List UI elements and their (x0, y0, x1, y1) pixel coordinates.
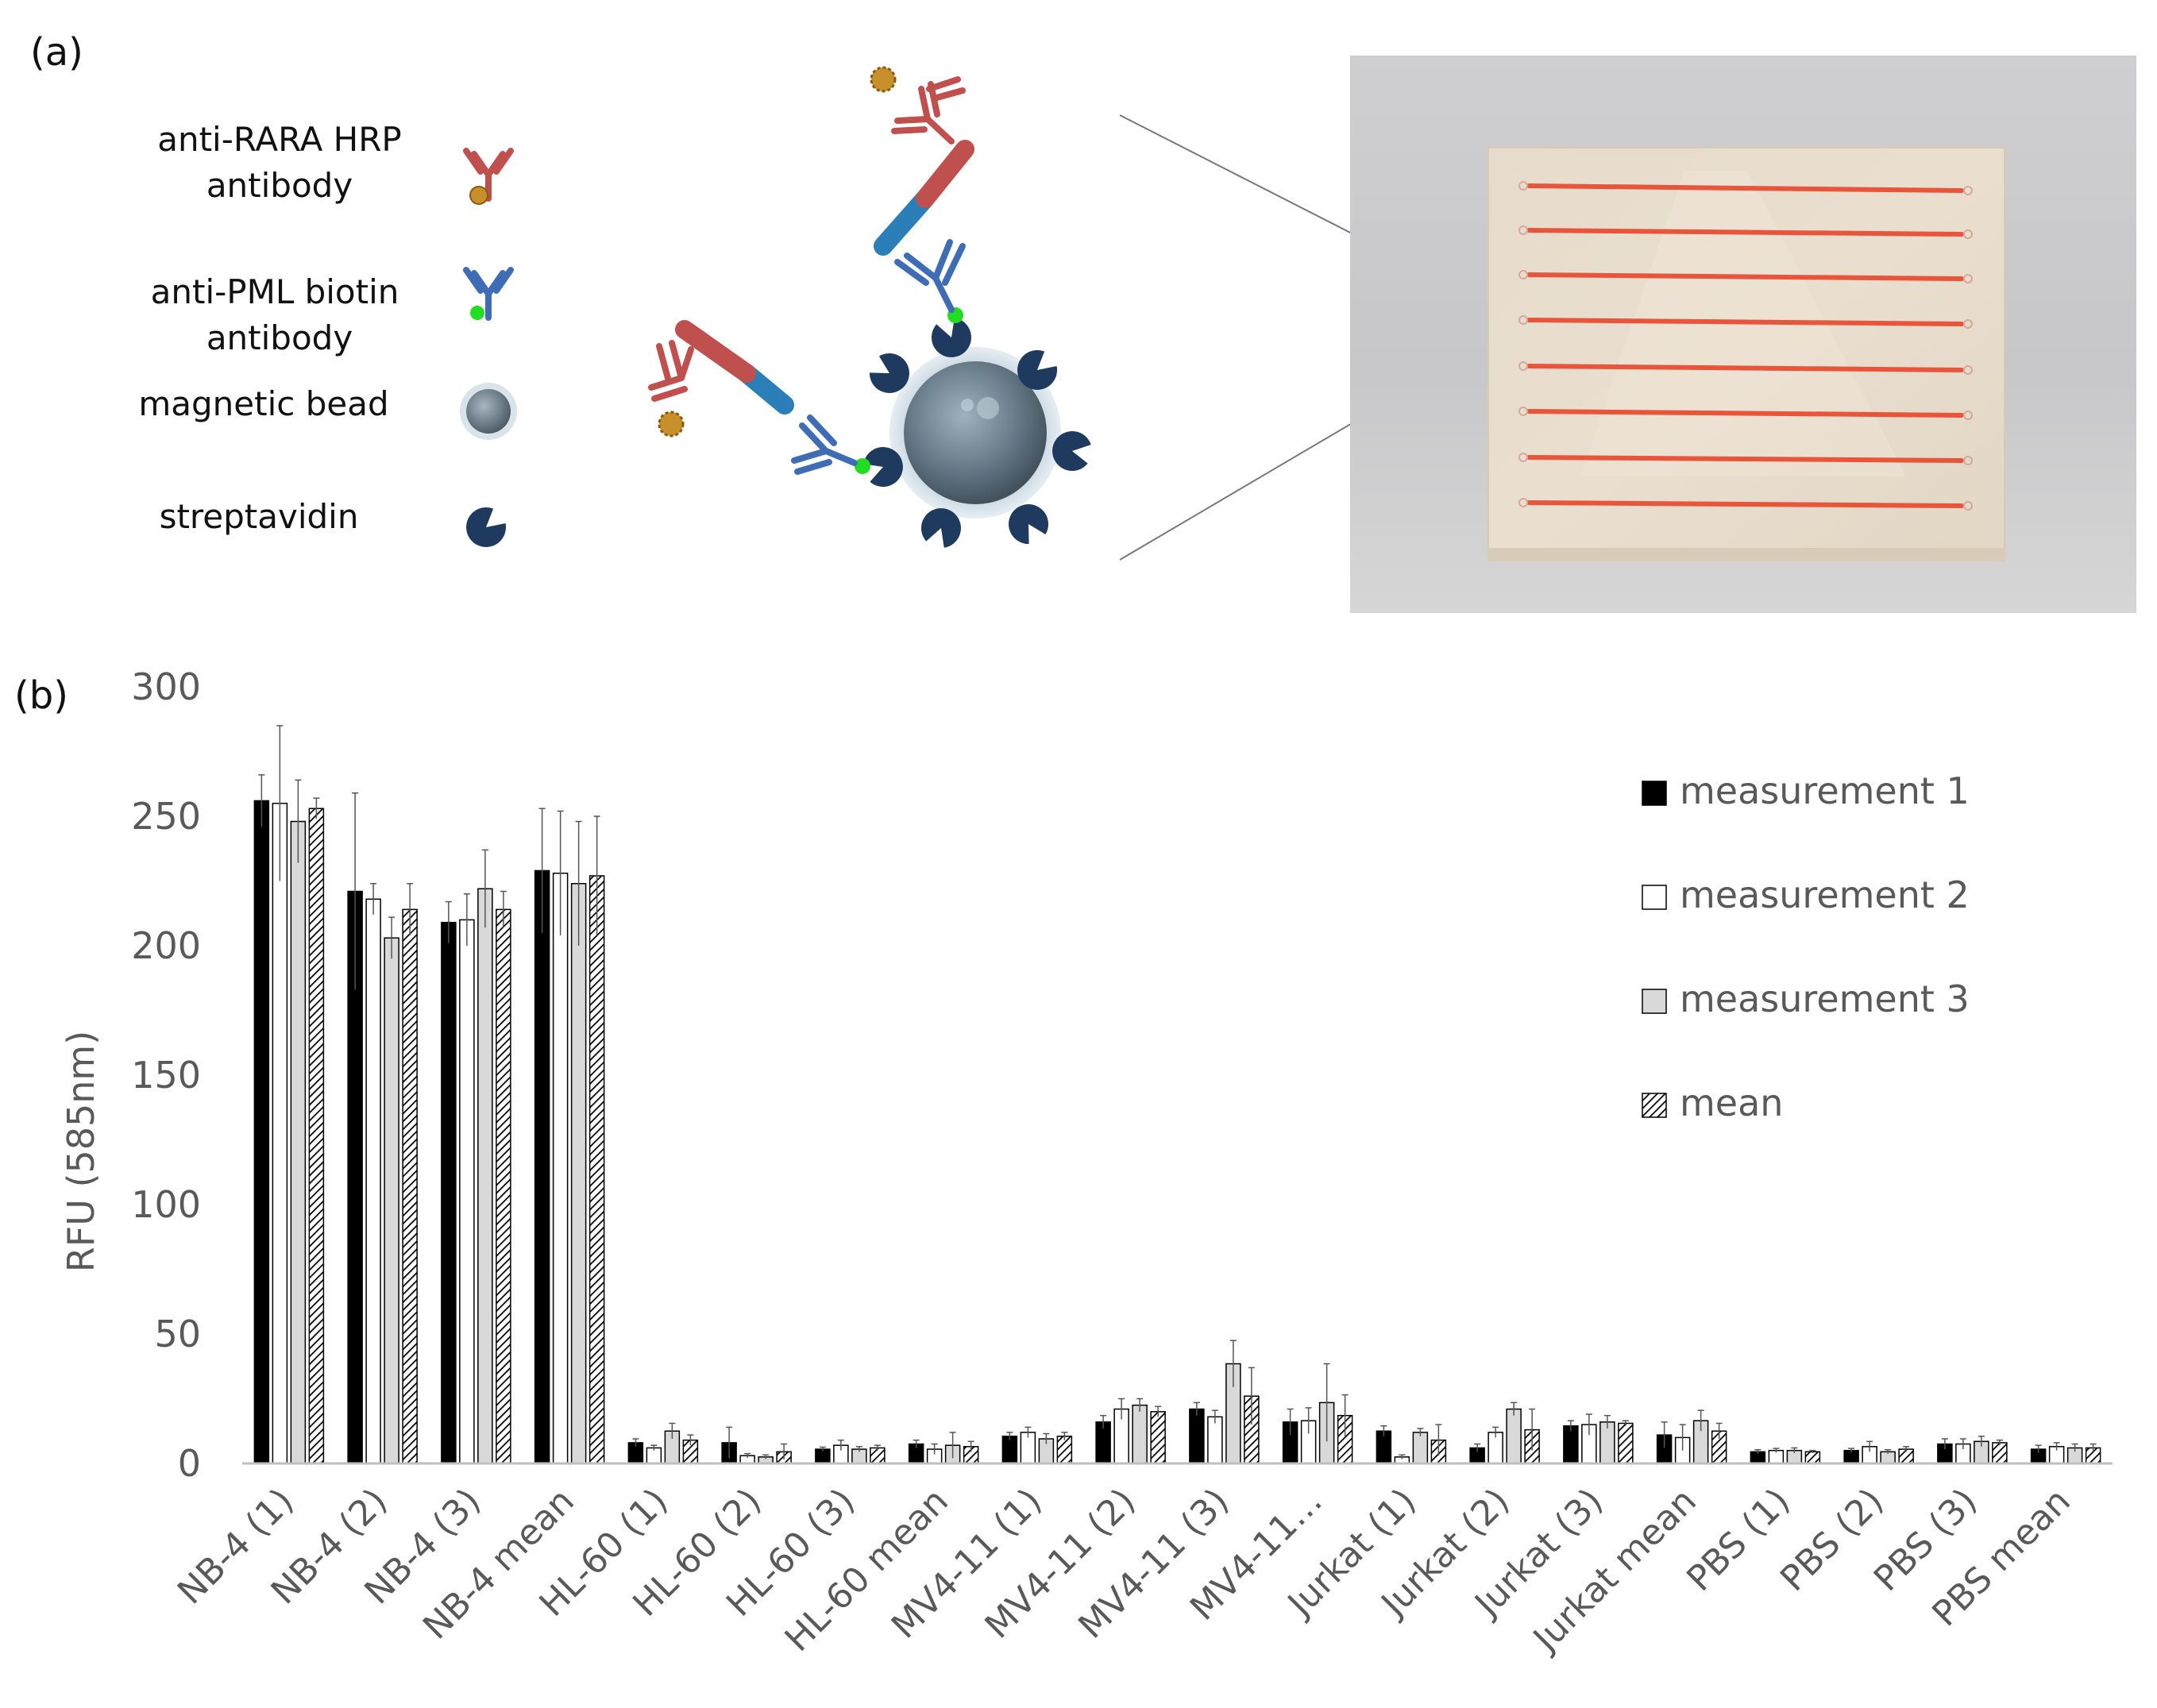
legend-a-label-1-line2: antibody (206, 166, 353, 205)
chart-legend: measurement 1 measurement 2 measurement 3 m… (1642, 769, 1970, 1124)
bar (1412, 1432, 1429, 1464)
legend-swatch (1642, 989, 1667, 1014)
bar (1207, 1416, 1223, 1464)
blue-antibody-biotin-icon (463, 267, 514, 321)
y-tick-label: 100 (131, 1183, 201, 1226)
bar (570, 883, 587, 1464)
bar (552, 872, 569, 1464)
series-measurement-3 (290, 779, 2083, 1464)
bar (1056, 1436, 1073, 1464)
bar (588, 875, 605, 1464)
bar (1150, 1411, 1166, 1464)
bar (1132, 1404, 1148, 1464)
bar (496, 908, 511, 1464)
panel-b: (b) RFU (585nm) 0 50 100 150 200 250 300 NB-4 … (0, 635, 2157, 1704)
y-tick-label: 250 (131, 795, 201, 838)
y-tick-label: 300 (131, 665, 201, 708)
legend-swatch (1642, 781, 1667, 806)
series-measurement-2 (272, 725, 2065, 1464)
bar (290, 820, 307, 1464)
x-tick-label: PBS (2) (1773, 1481, 1891, 1599)
y-axis-label: RFU (585nm) (60, 1031, 102, 1272)
legend-a-label-2-line1: anti-PML biotin (151, 272, 399, 311)
magnetic-bead-icon (460, 383, 517, 440)
bar (1506, 1408, 1522, 1464)
bar (1992, 1442, 2008, 1464)
bar (384, 937, 399, 1464)
bar (365, 898, 381, 1464)
bar (402, 908, 418, 1464)
x-tick-label: PBS (1) (1679, 1481, 1797, 1599)
legend-a-label-3: magnetic bead (138, 384, 388, 423)
bead-complex-diagram (648, 66, 1094, 552)
panel-a-label: (a) (30, 30, 83, 75)
bar (815, 1448, 831, 1464)
chip-channels (1526, 183, 1964, 508)
bar (477, 888, 493, 1464)
bar-series-group (253, 725, 2101, 1464)
bar-chart: (b) RFU (585nm) 0 50 100 150 200 250 300 NB-4 … (14, 665, 2113, 1661)
bar (272, 802, 288, 1464)
x-tick-label: HL-60 mean (778, 1481, 956, 1660)
bar (253, 800, 270, 1464)
bar (459, 919, 475, 1464)
bar (1189, 1408, 1205, 1464)
bar (534, 869, 550, 1464)
x-tick-label: Jurkat mean (1524, 1481, 1704, 1661)
series-measurement-1 (253, 774, 2047, 1464)
legend-a-label-1-line1: anti-RARA HRP (157, 120, 402, 159)
bar (1804, 1451, 1821, 1464)
pml-rara-fusion-left (675, 320, 794, 414)
panel-b-label: (b) (14, 673, 68, 718)
bar (1563, 1425, 1579, 1464)
legend-label: mean (1680, 1081, 1783, 1124)
legend-label: measurement 1 (1680, 769, 1970, 812)
bar (308, 808, 325, 1464)
legend-label: measurement 2 (1680, 873, 1970, 916)
y-tick-label: 150 (131, 1054, 201, 1097)
panel-a-svg: (a) anti-RARA HRP antibody anti-PML biot… (30, 30, 2136, 613)
pml-rara-fusion-upper (874, 140, 974, 256)
bar (1618, 1422, 1634, 1464)
bar (441, 921, 457, 1464)
series-mean (308, 797, 2101, 1464)
panel-a: (a) anti-RARA HRP antibody anti-PML biot… (0, 0, 2157, 635)
legend-label: measurement 3 (1680, 977, 1970, 1020)
bar (1001, 1436, 1018, 1464)
y-tick-label: 50 (154, 1313, 201, 1355)
legend-swatch (1642, 1093, 1667, 1118)
legend-a-label-2-line2: antibody (206, 318, 353, 357)
legend-a-label-4: streptavidin (160, 497, 359, 536)
legend-swatch (1642, 885, 1667, 910)
y-tick-label: 200 (131, 924, 201, 967)
y-tick-label: 0 (178, 1442, 201, 1485)
y-axis-ticks: 0 50 100 150 200 250 300 (131, 665, 201, 1485)
streptavidin-icon (457, 500, 512, 556)
red-antibody-hrp-icon (463, 148, 514, 205)
microfluidic-chip-photo (1350, 56, 2136, 613)
